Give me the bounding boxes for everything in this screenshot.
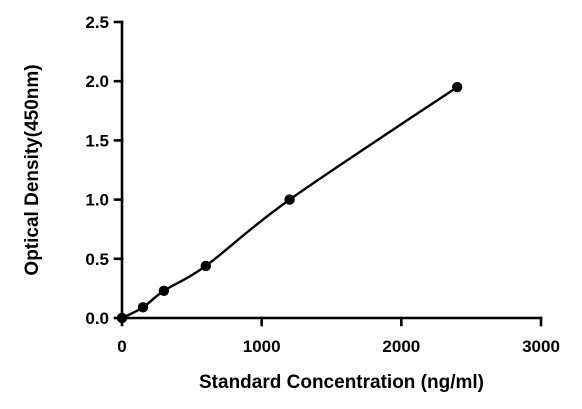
x-axis-title: Standard Concentration (ng/ml) xyxy=(199,372,484,393)
y-tick-label: 2.0 xyxy=(85,72,109,91)
data-point xyxy=(452,81,463,93)
data-point xyxy=(200,260,211,272)
y-tick-label: 0.0 xyxy=(85,309,109,328)
y-tick-label: 1.5 xyxy=(85,131,109,150)
data-point xyxy=(116,312,128,324)
data-point xyxy=(284,194,295,205)
x-tick-label: 2000 xyxy=(382,337,420,356)
data-point xyxy=(137,302,149,313)
data-points xyxy=(116,81,463,324)
x-axis-ticks: 0 1000 2000 3000 xyxy=(117,316,560,356)
axes xyxy=(120,20,543,320)
x-tick-label: 0 xyxy=(117,337,126,356)
y-tick-label: 1.0 xyxy=(85,191,109,210)
y-tick-label: 0.5 xyxy=(85,250,109,269)
x-tick-label: 1000 xyxy=(243,337,281,356)
y-axis-title: Optical Density(450nm) xyxy=(22,64,43,275)
x-tick-label: 3000 xyxy=(522,337,560,356)
data-point xyxy=(158,285,170,296)
y-tick-label: 2.5 xyxy=(85,13,109,32)
y-axis-ticks: 0.0 0.5 1.0 1.5 2.0 2.5 xyxy=(85,13,124,328)
